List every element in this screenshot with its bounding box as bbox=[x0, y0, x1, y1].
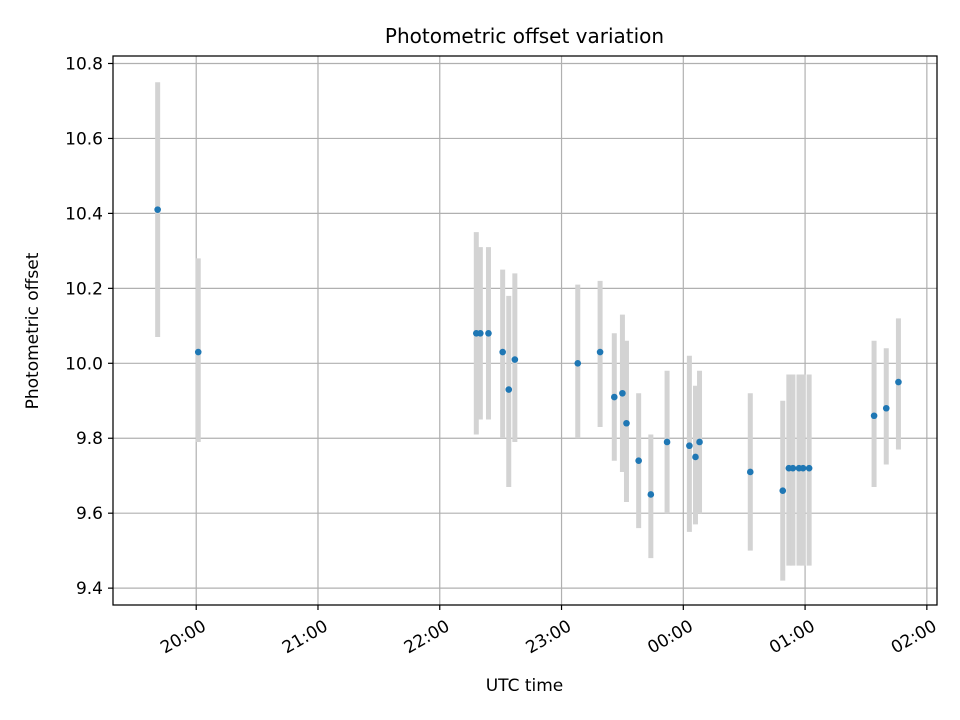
data-point bbox=[686, 442, 693, 450]
data-point bbox=[574, 359, 582, 367]
data-point bbox=[623, 419, 630, 427]
data-point bbox=[696, 438, 703, 446]
plot-frame bbox=[112, 55, 938, 606]
data-point bbox=[799, 464, 807, 472]
y-axis-ticks: 9.4 9.6 9.8 10.0 10.2 10.4 10.6 10.8 bbox=[65, 54, 113, 599]
data-point bbox=[663, 438, 671, 446]
data-point bbox=[511, 356, 519, 363]
data-points bbox=[154, 206, 902, 498]
data-point bbox=[477, 330, 484, 337]
chart-title: Photometric offset variation bbox=[385, 24, 664, 48]
data-point bbox=[194, 348, 202, 356]
x-axis-label: UTC time bbox=[486, 676, 564, 696]
data-point bbox=[779, 487, 787, 495]
data-point bbox=[789, 464, 797, 472]
data-point bbox=[692, 453, 699, 461]
data-point bbox=[596, 348, 604, 356]
y-tick-label: 9.4 bbox=[76, 579, 103, 599]
data-point bbox=[154, 206, 161, 213]
y-tick-label: 10.2 bbox=[65, 279, 103, 299]
y-tick-label: 10.0 bbox=[65, 354, 103, 374]
y-tick-label: 10.4 bbox=[65, 204, 103, 224]
y-tick-label: 9.6 bbox=[76, 504, 103, 524]
data-point bbox=[485, 330, 492, 337]
y-tick-label: 9.8 bbox=[76, 429, 103, 449]
y-tick-label: 10.8 bbox=[65, 54, 103, 74]
data-point bbox=[505, 386, 513, 393]
data-point bbox=[882, 404, 890, 412]
data-point bbox=[619, 389, 626, 397]
data-point bbox=[499, 348, 506, 356]
data-point bbox=[635, 457, 642, 465]
data-point bbox=[647, 491, 655, 498]
data-point bbox=[805, 464, 813, 472]
data-point bbox=[746, 468, 754, 476]
data-point bbox=[611, 393, 618, 401]
y-tick-label: 10.6 bbox=[65, 129, 103, 149]
data-point bbox=[870, 412, 878, 420]
data-point bbox=[895, 378, 902, 386]
y-axis-label: Photometric offset bbox=[23, 252, 43, 409]
